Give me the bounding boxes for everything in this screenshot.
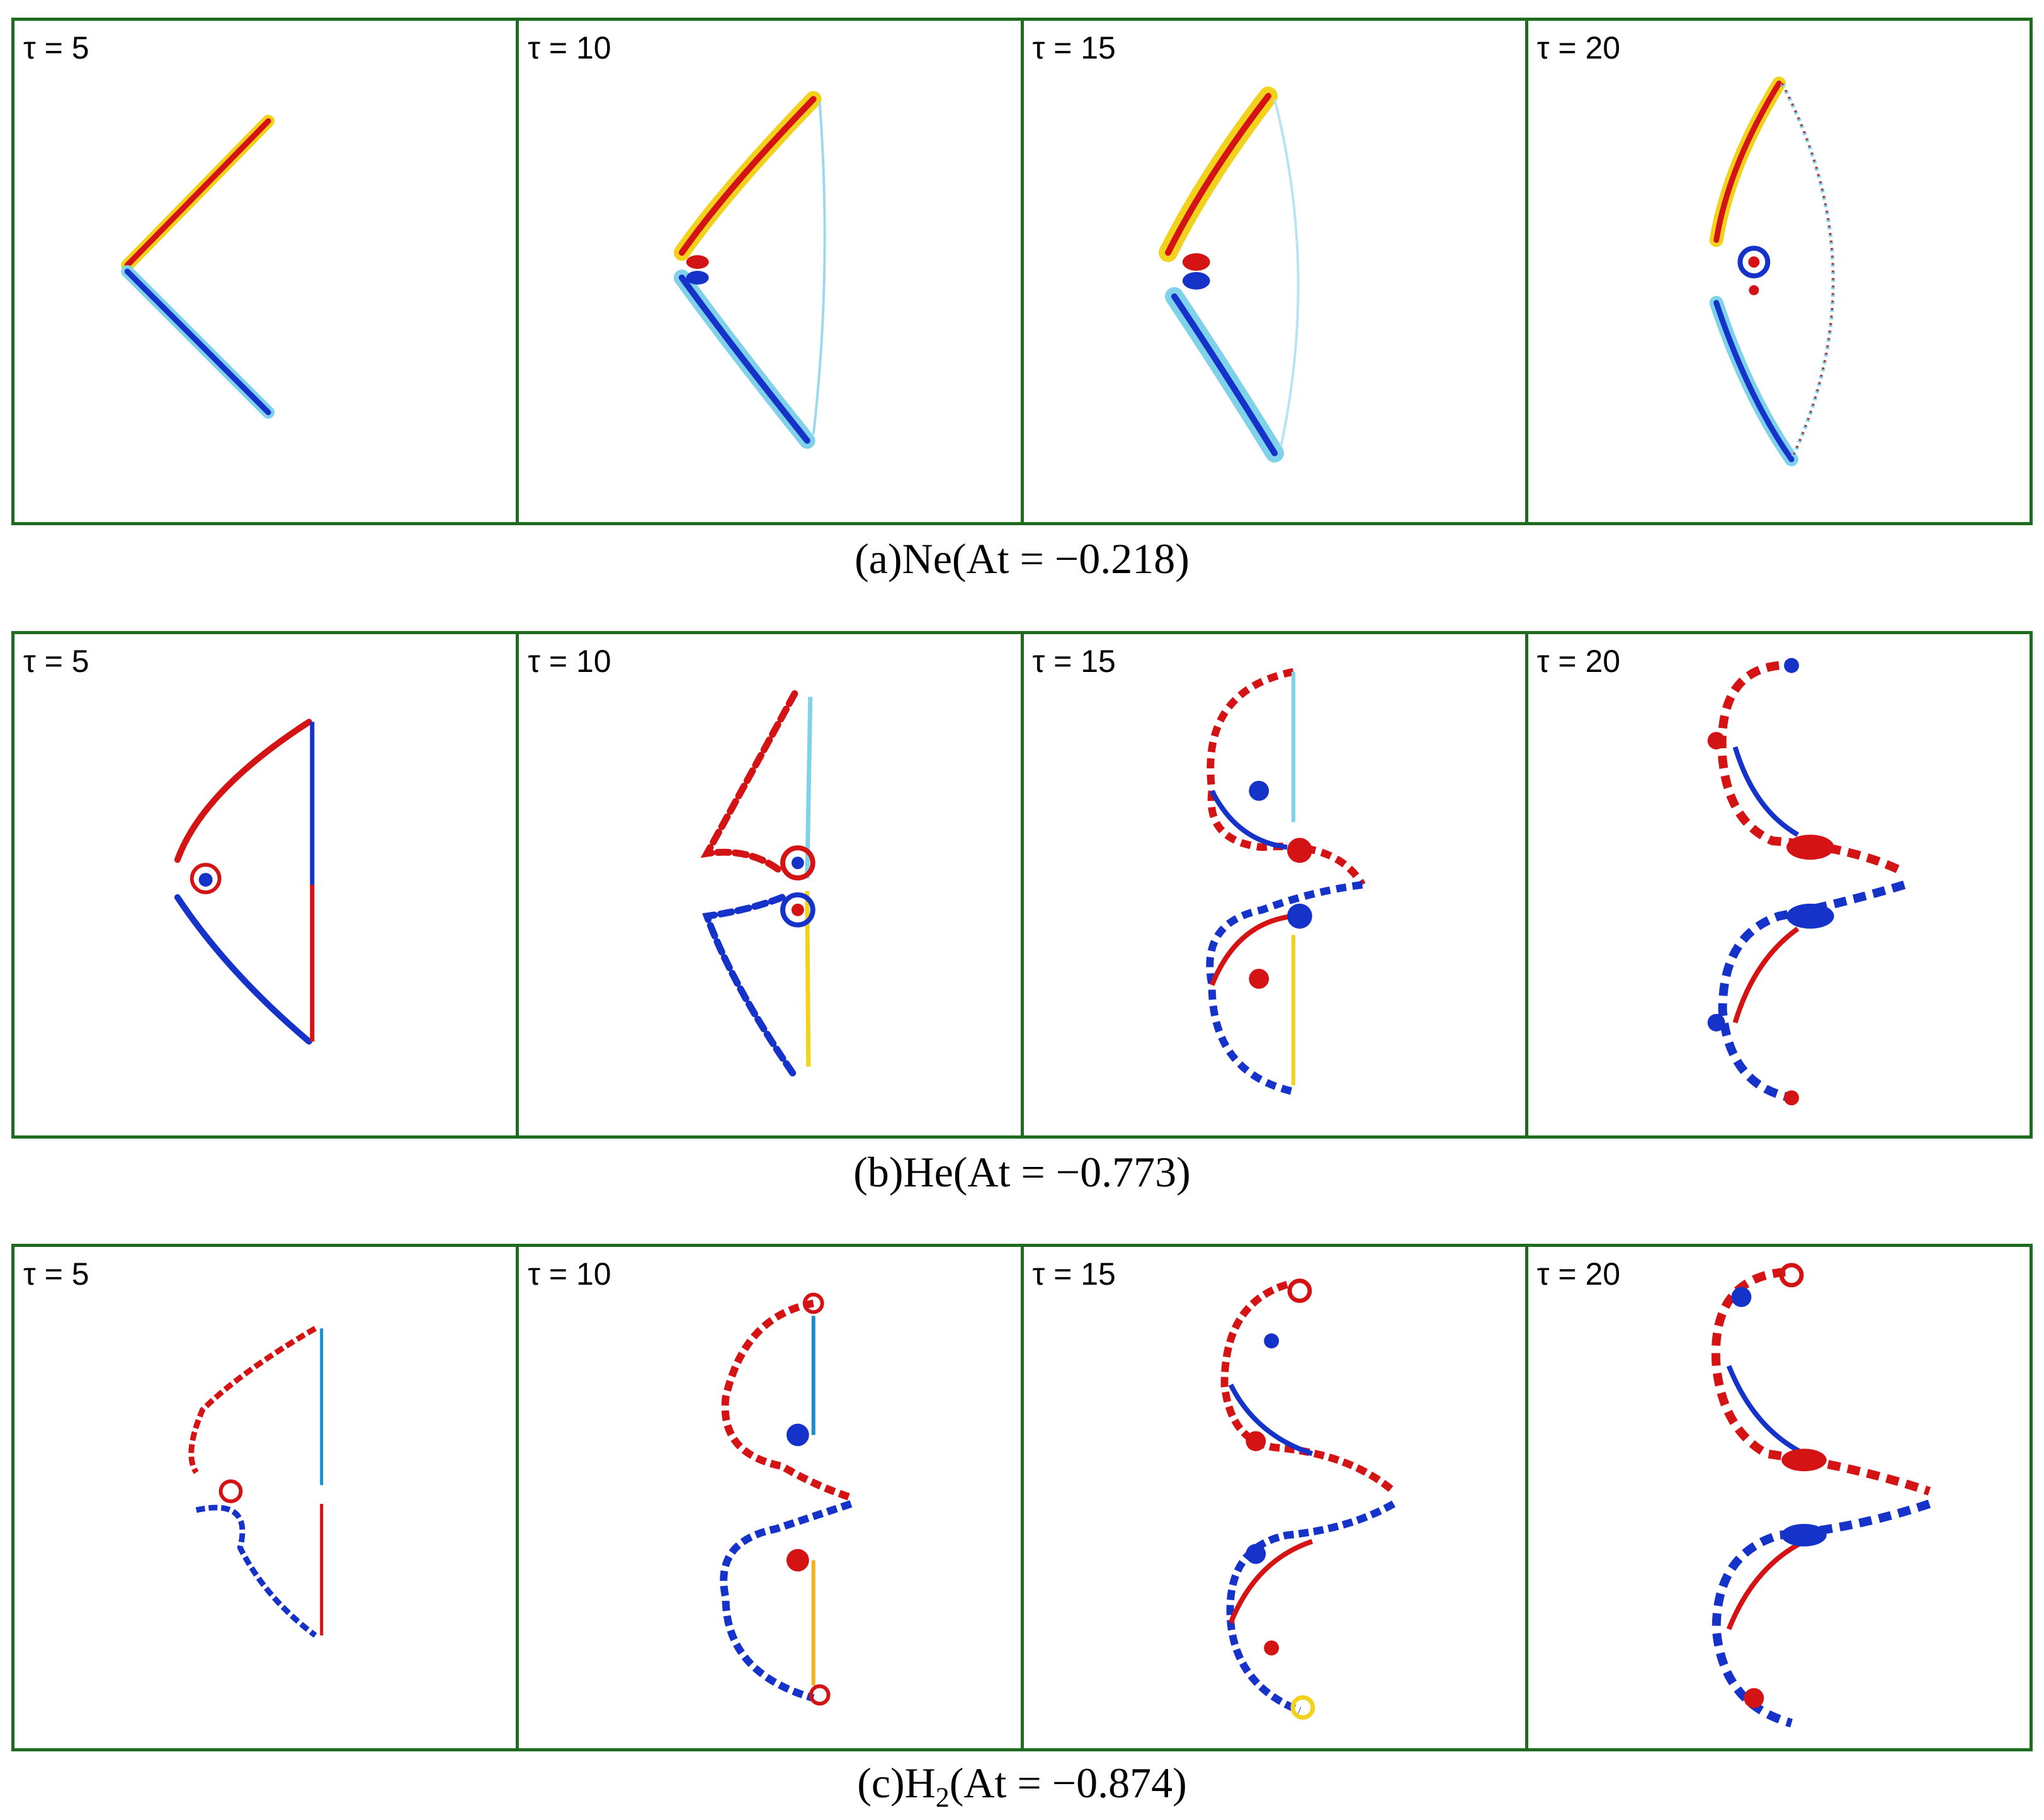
caption-c: (c)H2(At = −0.874) [0, 1758, 2044, 1814]
caption-b: (b)He(At = −0.773) [853, 1148, 1191, 1196]
panel-c-tau20: τ = 20 [1528, 1247, 2030, 1748]
tau-label: τ = 15 [1032, 30, 1116, 65]
vorticity-plot [121, 115, 275, 419]
vorticity-plot [1711, 1263, 1931, 1727]
panel-c-tau5: τ = 5 [14, 1247, 520, 1748]
vorticity-plot [674, 91, 826, 449]
row-c-h2: τ = 5 τ = 10 τ = 15 [11, 1244, 2033, 1751]
vorticity-plot [1707, 657, 1906, 1106]
tau-label: τ = 20 [1536, 1256, 1621, 1292]
tau-label: τ = 5 [23, 1256, 89, 1292]
vorticity-plot [720, 1292, 853, 1706]
tau-label: τ = 15 [1032, 1256, 1116, 1292]
row-a-ne: τ = 5 τ = 10 τ = 15 [11, 18, 2033, 525]
vorticity-plot [1709, 76, 1835, 467]
vorticity-plot [188, 1326, 324, 1638]
panel-a-tau5: τ = 5 [14, 21, 520, 522]
tau-label: τ = 15 [1032, 644, 1116, 679]
vorticity-plot [1220, 1278, 1396, 1720]
panel-a-tau10: τ = 10 [519, 21, 1024, 522]
tau-label: τ = 5 [23, 30, 89, 65]
panel-b-tau15: τ = 15 [1024, 634, 1528, 1135]
panel-b-tau10: τ = 10 [519, 634, 1024, 1135]
vorticity-plot [1158, 86, 1300, 463]
tau-label: τ = 5 [23, 644, 89, 679]
tau-label: τ = 20 [1536, 644, 1621, 679]
caption-c-suffix: (At = −0.874) [949, 1759, 1187, 1807]
caption-c-prefix: (c)H [857, 1759, 936, 1807]
vorticity-plot [174, 719, 315, 1045]
tau-label: τ = 10 [528, 1256, 611, 1292]
panel-c-tau15: τ = 15 [1024, 1247, 1528, 1748]
tau-label: τ = 10 [528, 644, 611, 679]
panel-a-tau20: τ = 20 [1528, 21, 2030, 522]
row-b-he: τ = 5 τ = 10 τ = 15 [11, 631, 2033, 1139]
vorticity-plot [1205, 668, 1366, 1096]
vorticity-plot [700, 690, 816, 1079]
panel-b-tau20: τ = 20 [1528, 634, 2030, 1135]
panel-b-tau5: τ = 5 [14, 634, 520, 1135]
caption-a: (a)Ne(At = −0.218) [855, 535, 1189, 583]
tau-label: τ = 10 [528, 30, 611, 65]
panel-c-tau10: τ = 10 [519, 1247, 1024, 1748]
panel-a-tau15: τ = 15 [1024, 21, 1528, 522]
caption-c-subscript: 2 [935, 1782, 950, 1813]
tau-label: τ = 20 [1536, 30, 1621, 65]
